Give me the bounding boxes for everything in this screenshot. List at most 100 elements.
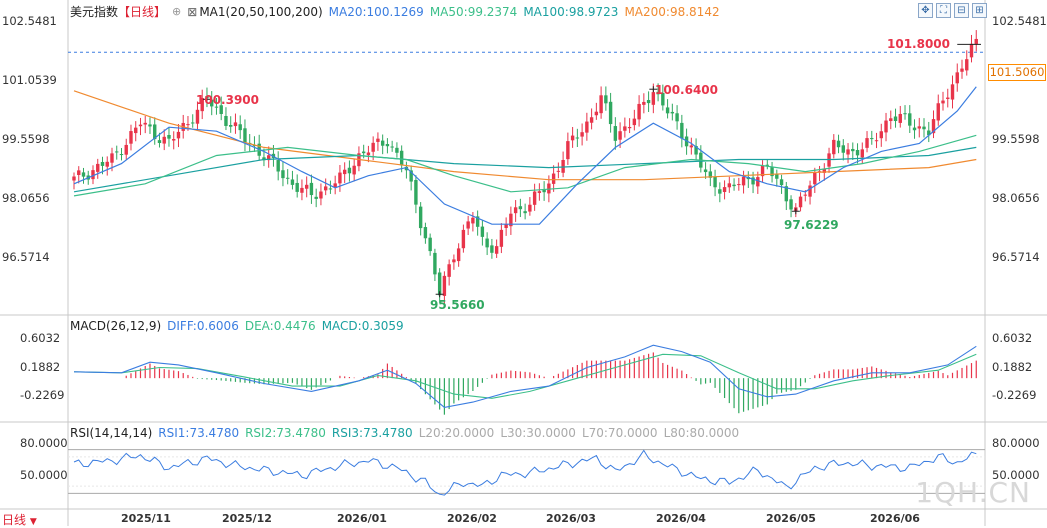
- candle-body: [927, 130, 931, 136]
- chart-toolbar: ✥ ⛶ ⊟ ⊞: [918, 3, 987, 18]
- indicator-icon[interactable]: ⊠: [187, 4, 198, 19]
- candle-body: [115, 151, 119, 153]
- candle-body: [637, 103, 641, 120]
- candle-body: [399, 150, 404, 166]
- candle-body: [632, 118, 637, 126]
- candle-body: [832, 139, 836, 155]
- candle-body: [722, 187, 727, 193]
- candle-body: [214, 106, 219, 108]
- rsi-line: [73, 449, 977, 496]
- candle-body: [96, 163, 100, 172]
- candle-body: [836, 140, 841, 148]
- crosshair-icon[interactable]: ✥: [918, 3, 933, 18]
- rsi3-value: RSI3:73.4780: [331, 426, 413, 440]
- candle-body: [509, 213, 513, 227]
- candle-body: [860, 149, 864, 158]
- rsi-tick-right: 80.0000: [992, 436, 1040, 450]
- candle-body: [542, 189, 546, 193]
- candle-body: [760, 165, 765, 177]
- ma20-value: MA20:100.1269: [328, 4, 424, 19]
- candle-body: [100, 162, 105, 166]
- diff-line: [73, 344, 977, 408]
- price-tick-right: 102.5481: [992, 14, 1047, 28]
- candle-body: [262, 157, 266, 161]
- zoom-in-icon[interactable]: ⊞: [972, 3, 987, 18]
- candle-body: [119, 154, 124, 156]
- date-label: 2025/12: [222, 512, 272, 525]
- candle-body: [442, 275, 447, 296]
- settings-icon[interactable]: ⊕: [172, 5, 182, 18]
- candle-body: [300, 187, 304, 193]
- candle-body: [741, 176, 746, 186]
- candle-body: [689, 145, 694, 148]
- candle-body: [485, 238, 489, 248]
- candle-body: [779, 179, 784, 186]
- candle-body: [148, 124, 152, 127]
- candle-body: [751, 177, 755, 185]
- candle-body: [955, 72, 959, 84]
- candle-body: [110, 153, 114, 163]
- candle-body: [376, 138, 380, 142]
- l30-value: L30:30.0000: [500, 426, 576, 440]
- candle-body: [352, 165, 356, 175]
- rsi-header: RSI(14,14,14) RSI1:73.4780 RSI2:73.4780 …: [70, 426, 745, 440]
- candle-body: [594, 111, 599, 116]
- symbol-label: 美元指数: [70, 5, 119, 19]
- candle-body: [708, 171, 713, 178]
- candle-body: [72, 176, 76, 181]
- candle-body: [153, 124, 157, 140]
- candle-body: [713, 176, 717, 188]
- candle-body: [642, 101, 646, 105]
- candle-body: [366, 152, 371, 156]
- candle-body: [656, 91, 660, 95]
- candle-body: [537, 191, 542, 193]
- candle-body: [903, 113, 907, 115]
- price-tick-right: 96.5714: [992, 250, 1040, 264]
- ma-label: MA1(20,50,100,200): [199, 4, 323, 19]
- candle-body: [575, 137, 580, 139]
- macd-tick-right: 0.6032: [992, 331, 1033, 345]
- candle-body: [437, 272, 442, 296]
- candle-body: [570, 135, 575, 141]
- candle-body: [851, 148, 855, 152]
- candle-body: [908, 113, 912, 126]
- candle-body: [789, 199, 793, 210]
- candle-body: [965, 59, 969, 71]
- candle-body: [737, 184, 741, 186]
- period-tab[interactable]: 日线 ▼: [2, 511, 37, 528]
- date-label: 2026/05: [766, 512, 816, 525]
- candle-body: [333, 183, 337, 188]
- candle-body: [613, 126, 618, 141]
- candle-body: [314, 196, 318, 199]
- candle-body: [124, 144, 128, 155]
- candle-body: [898, 113, 902, 123]
- candle-body: [134, 127, 138, 134]
- macd-dea: DEA:0.4476: [244, 319, 316, 333]
- candle-body: [219, 105, 223, 115]
- candle-body: [946, 97, 950, 99]
- ma200-value: MA200:98.8142: [624, 4, 720, 19]
- ma50-line: [73, 134, 977, 197]
- candle-body: [466, 221, 470, 229]
- candle-body: [414, 179, 418, 205]
- macd-tick-right: -0.2269: [992, 388, 1037, 402]
- candle-body: [418, 206, 423, 229]
- candle-body: [675, 113, 679, 122]
- candle-body: [784, 186, 789, 202]
- macd-tick-left: 0.1882: [20, 360, 61, 374]
- date-label: 2026/04: [656, 512, 706, 525]
- candle-body: [143, 122, 147, 125]
- fit-icon[interactable]: ⛶: [936, 3, 951, 18]
- candle-body: [912, 127, 917, 131]
- annotation-high-3: 101.8000: [887, 37, 951, 51]
- current-price-badge: 101.5060: [988, 64, 1046, 81]
- candle-body: [585, 121, 589, 133]
- rsi-tick-right: 50.0000: [992, 468, 1040, 482]
- candle-body: [775, 174, 779, 179]
- zoom-out-icon[interactable]: ⊟: [954, 3, 969, 18]
- candle-body: [941, 100, 945, 104]
- candle-body: [319, 191, 323, 199]
- candle-body: [651, 92, 656, 105]
- candle-body: [528, 204, 532, 212]
